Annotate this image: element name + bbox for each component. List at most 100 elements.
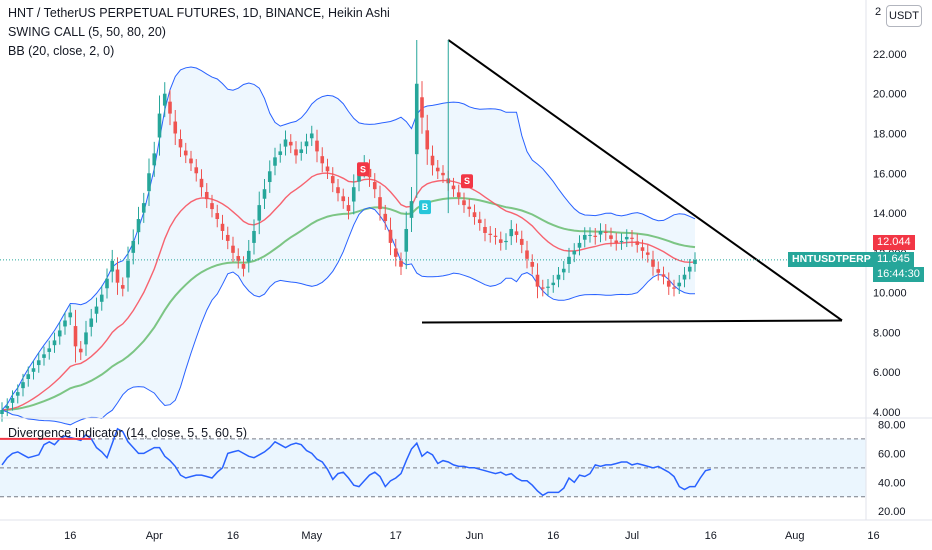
candle-body[interactable]	[651, 259, 655, 267]
candle-body[interactable]	[157, 113, 162, 138]
candle-body[interactable]	[99, 294, 104, 302]
candle-body[interactable]	[614, 240, 619, 243]
candle-body[interactable]	[367, 168, 372, 178]
candle-body[interactable]	[504, 240, 508, 243]
candle-body[interactable]	[588, 234, 592, 236]
candle-body[interactable]	[514, 231, 519, 235]
candle-body[interactable]	[52, 340, 57, 346]
candle-body[interactable]	[525, 250, 529, 259]
candle-body[interactable]	[31, 368, 36, 372]
candle-body[interactable]	[10, 398, 15, 403]
candle-body[interactable]	[47, 348, 52, 352]
candle-body[interactable]	[84, 332, 88, 345]
candle-body[interactable]	[598, 230, 603, 235]
candle-body[interactable]	[94, 306, 99, 314]
candle-body[interactable]	[672, 287, 676, 289]
candle-body[interactable]	[630, 237, 634, 239]
candle-body[interactable]	[603, 231, 608, 233]
candle-body[interactable]	[577, 242, 582, 248]
trendline[interactable]	[421, 319, 843, 324]
candle-body[interactable]	[162, 93, 167, 106]
candle-body[interactable]	[105, 278, 109, 289]
candle-body[interactable]	[241, 263, 246, 269]
candle-body[interactable]	[346, 205, 351, 212]
candle-body[interactable]	[283, 139, 288, 147]
candle-body[interactable]	[73, 326, 78, 347]
candle-body[interactable]	[220, 223, 225, 231]
candle-body[interactable]	[168, 101, 172, 114]
candle-body[interactable]	[294, 149, 298, 156]
candle-body[interactable]	[409, 201, 414, 218]
candle-body[interactable]	[567, 256, 571, 264]
candle-body[interactable]	[330, 176, 335, 184]
candle-body[interactable]	[535, 274, 540, 287]
candle-body[interactable]	[152, 153, 157, 166]
candle-body[interactable]	[530, 262, 535, 267]
candle-body[interactable]	[0, 410, 4, 414]
candle-body[interactable]	[462, 200, 466, 206]
candle-body[interactable]	[257, 205, 262, 221]
candle-body[interactable]	[430, 155, 435, 166]
candle-body[interactable]	[388, 229, 393, 243]
candle-body[interactable]	[693, 259, 697, 265]
candle-body[interactable]	[661, 274, 666, 277]
candle-body[interactable]	[252, 230, 256, 243]
candle-body[interactable]	[677, 282, 682, 287]
candle-body[interactable]	[325, 166, 330, 172]
candle-body[interactable]	[273, 157, 277, 166]
candle-body[interactable]	[561, 268, 566, 273]
candle-body[interactable]	[687, 266, 692, 272]
candle-body[interactable]	[519, 238, 524, 245]
candle-body[interactable]	[441, 172, 445, 176]
candle-body[interactable]	[36, 360, 41, 366]
candle-body[interactable]	[315, 140, 319, 152]
candle-body[interactable]	[68, 312, 73, 318]
candle-body[interactable]	[404, 228, 409, 252]
candle-body[interactable]	[372, 182, 377, 190]
candle-body[interactable]	[299, 149, 304, 153]
candle-body[interactable]	[351, 187, 356, 202]
candle-body[interactable]	[173, 121, 178, 134]
candle-body[interactable]	[435, 167, 440, 172]
candle-body[interactable]	[225, 234, 230, 241]
candle-body[interactable]	[115, 269, 120, 283]
candle-body[interactable]	[467, 206, 472, 210]
candle-body[interactable]	[488, 233, 493, 235]
candle-body[interactable]	[236, 256, 241, 261]
candle-body[interactable]	[393, 248, 398, 257]
candle-body[interactable]	[57, 330, 62, 337]
candle-body[interactable]	[656, 269, 661, 273]
candle-body[interactable]	[456, 192, 461, 198]
candle-body[interactable]	[624, 236, 629, 240]
candle-body[interactable]	[15, 392, 20, 396]
candle-body[interactable]	[267, 171, 272, 183]
candle-body[interactable]	[131, 240, 136, 253]
candle-body[interactable]	[194, 167, 199, 174]
candle-body[interactable]	[609, 235, 613, 239]
candle-body[interactable]	[493, 235, 498, 237]
candle-body[interactable]	[472, 212, 477, 218]
candle-body[interactable]	[483, 226, 487, 233]
candle-body[interactable]	[383, 213, 388, 222]
candle-body[interactable]	[183, 150, 188, 156]
candle-body[interactable]	[21, 382, 25, 389]
candle-body[interactable]	[546, 286, 550, 288]
candle-body[interactable]	[304, 141, 309, 147]
price-pane[interactable]: S S B	[0, 39, 866, 426]
candle-body[interactable]	[309, 133, 314, 139]
divergence-line[interactable]	[1, 427, 711, 497]
candle-body[interactable]	[110, 260, 115, 272]
candle-body[interactable]	[451, 185, 456, 190]
candle-body[interactable]	[126, 260, 130, 278]
candle-body[interactable]	[378, 197, 382, 210]
candle-body[interactable]	[582, 234, 587, 240]
candle-body[interactable]	[593, 235, 598, 237]
candle-body[interactable]	[357, 173, 361, 182]
currency-button[interactable]: USDT	[886, 5, 922, 27]
candle-body[interactable]	[420, 97, 424, 118]
candle-body[interactable]	[78, 348, 83, 353]
candle-body[interactable]	[246, 250, 251, 262]
candle-body[interactable]	[498, 239, 503, 243]
candle-body[interactable]	[288, 141, 293, 146]
candle-body[interactable]	[640, 247, 645, 251]
